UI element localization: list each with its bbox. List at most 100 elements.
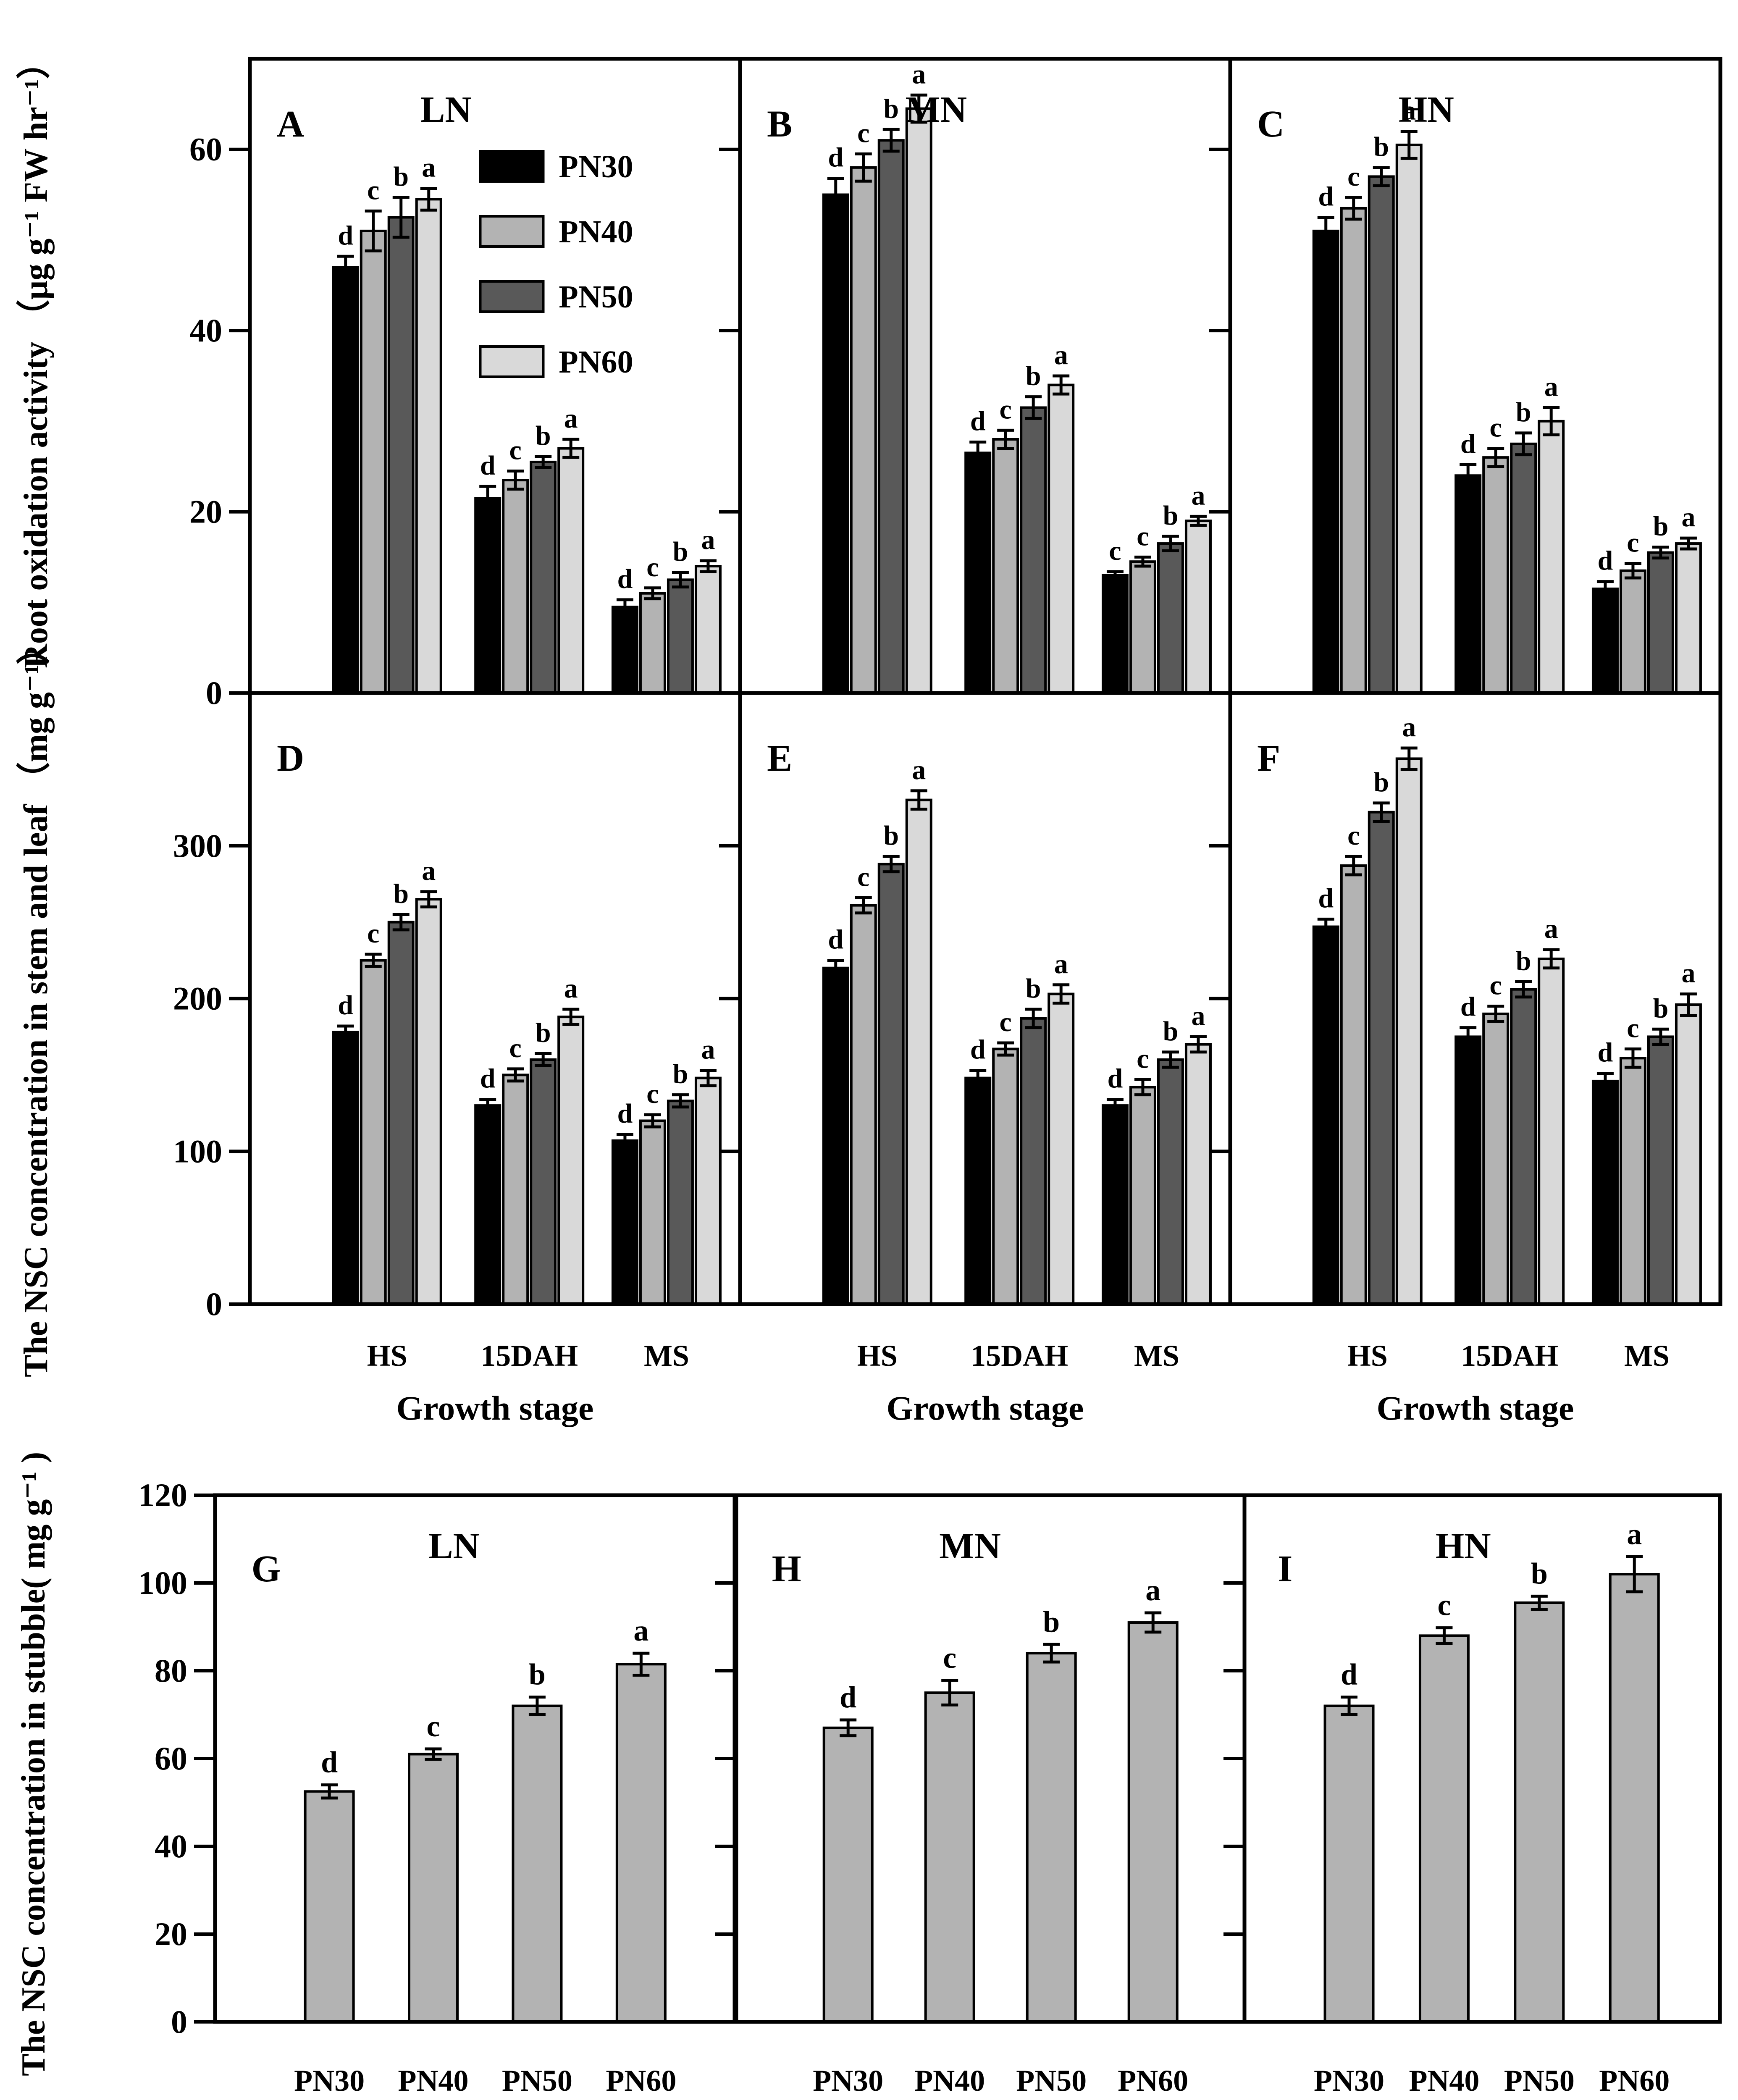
- sig-letter: c: [857, 118, 869, 149]
- sig-letter: a: [701, 1034, 715, 1065]
- sig-letter: a: [1191, 480, 1205, 511]
- y-tick-label: 20: [189, 494, 222, 530]
- sig-letter: d: [1598, 1037, 1613, 1068]
- y-tick-label: 40: [189, 312, 222, 349]
- legend-swatch-PN60: [479, 345, 545, 378]
- x-category-label: PN60: [1118, 2064, 1188, 2097]
- panel-letter: D: [277, 738, 304, 779]
- sig-letter: b: [536, 1017, 551, 1048]
- bar-PN50-HS: [387, 921, 415, 1305]
- sig-letter: d: [1341, 1658, 1357, 1691]
- sig-letter: c: [1627, 1013, 1639, 1044]
- sig-letter: b: [1026, 361, 1041, 391]
- bar-PN30: [1323, 1704, 1375, 2024]
- bar-PN40-MS: [639, 592, 666, 694]
- legend-swatch-PN30: [479, 150, 545, 183]
- bar-PN60: [1127, 1621, 1179, 2024]
- sig-letter: b: [1026, 973, 1041, 1004]
- bar-PN30-MS: [1591, 587, 1619, 695]
- sig-letter: d: [840, 1680, 856, 1714]
- sig-letter: a: [422, 856, 436, 886]
- bar-PN30-MS: [1101, 1104, 1129, 1305]
- sig-letter: a: [1191, 1000, 1205, 1031]
- sig-letter: a: [1402, 712, 1416, 743]
- sig-letter: b: [673, 536, 688, 567]
- y-tick-label: 40: [155, 1828, 187, 1864]
- sig-letter: d: [1598, 546, 1613, 576]
- sig-letter: a: [912, 59, 926, 89]
- bar-PN60: [1609, 1573, 1660, 2024]
- sig-letter: c: [646, 552, 659, 583]
- panel-letter: H: [772, 1548, 801, 1590]
- x-category-label: PN50: [502, 2064, 572, 2097]
- sig-letter: d: [617, 1098, 633, 1129]
- sig-letter: b: [1163, 500, 1179, 531]
- bar-PN40-15DAH: [1482, 1012, 1510, 1305]
- y-tick-label: 0: [171, 2003, 187, 2040]
- bar-PN40-HS: [850, 904, 877, 1306]
- x-category-label: 15DAH: [1461, 1339, 1558, 1373]
- bar-PN60-15DAH: [1538, 957, 1565, 1306]
- bar-PN40-MS: [639, 1119, 666, 1305]
- y-tick-label: 0: [206, 675, 222, 711]
- sig-letter: c: [1137, 521, 1149, 551]
- bar-PN30-HS: [822, 193, 849, 695]
- sig-letter: d: [828, 924, 843, 955]
- bar-PN40: [408, 1753, 459, 2023]
- sig-letter: d: [338, 220, 353, 251]
- bar-PN60-MS: [694, 1076, 722, 1305]
- bar-PN30-15DAH: [474, 497, 501, 694]
- panel-letter: C: [1257, 103, 1284, 145]
- sig-letter: d: [1460, 428, 1476, 459]
- bar-PN40-15DAH: [1482, 456, 1510, 694]
- x-category-label: 15DAH: [971, 1339, 1068, 1373]
- bar-PN60-MS: [1184, 520, 1212, 694]
- sig-letter: a: [912, 755, 926, 785]
- y-tick-label: 100: [138, 1564, 187, 1601]
- bar-PN30-MS: [1591, 1079, 1619, 1306]
- legend-swatch-PN40: [479, 215, 545, 248]
- x-category-label: PN30: [1314, 2064, 1384, 2097]
- bar-PN30-15DAH: [474, 1104, 501, 1305]
- condition-title: MN: [905, 89, 967, 130]
- sig-letter: c: [1137, 1043, 1149, 1074]
- bar-PN30-MS: [611, 1139, 638, 1306]
- panel-letter: B: [767, 103, 792, 145]
- bar-PN60-15DAH: [557, 1016, 585, 1305]
- panel-letter: A: [277, 103, 304, 145]
- bar-PN60-MS: [1675, 1003, 1702, 1306]
- x-category-label: PN50: [1016, 2064, 1087, 2097]
- bar-PN40-15DAH: [502, 1074, 529, 1305]
- bar-PN60-MS: [1184, 1043, 1212, 1305]
- sig-letter: b: [1531, 1557, 1548, 1590]
- legend-label-PN30: PN30: [559, 149, 633, 184]
- x-category-label: PN30: [813, 2064, 883, 2097]
- sig-letter: a: [633, 1614, 648, 1647]
- y-tick-label: 60: [155, 1740, 187, 1777]
- condition-title: HN: [1399, 89, 1454, 130]
- sig-letter: d: [1460, 992, 1476, 1022]
- y-tick-label: 300: [173, 827, 222, 864]
- sig-letter: c: [1490, 412, 1502, 443]
- x-category-label: PN60: [1599, 2064, 1670, 2097]
- sig-letter: a: [1544, 372, 1558, 402]
- sig-letter: d: [828, 142, 843, 173]
- sig-letter: c: [1490, 970, 1502, 1001]
- bar-PN50: [1514, 1601, 1565, 2023]
- bar-PN30: [822, 1726, 874, 2024]
- bar-PN50-MS: [1647, 551, 1674, 694]
- bar-PN60-15DAH: [557, 447, 585, 694]
- sig-letter: c: [1109, 536, 1121, 566]
- x-category-label: PN40: [914, 2064, 985, 2097]
- sig-letter: d: [1318, 181, 1334, 212]
- y-tick-label: 60: [189, 131, 222, 168]
- x-category-label: PN40: [398, 2064, 469, 2097]
- sig-letter: a: [1681, 502, 1695, 533]
- sig-letter: a: [1145, 1573, 1160, 1607]
- sig-letter: b: [883, 93, 899, 124]
